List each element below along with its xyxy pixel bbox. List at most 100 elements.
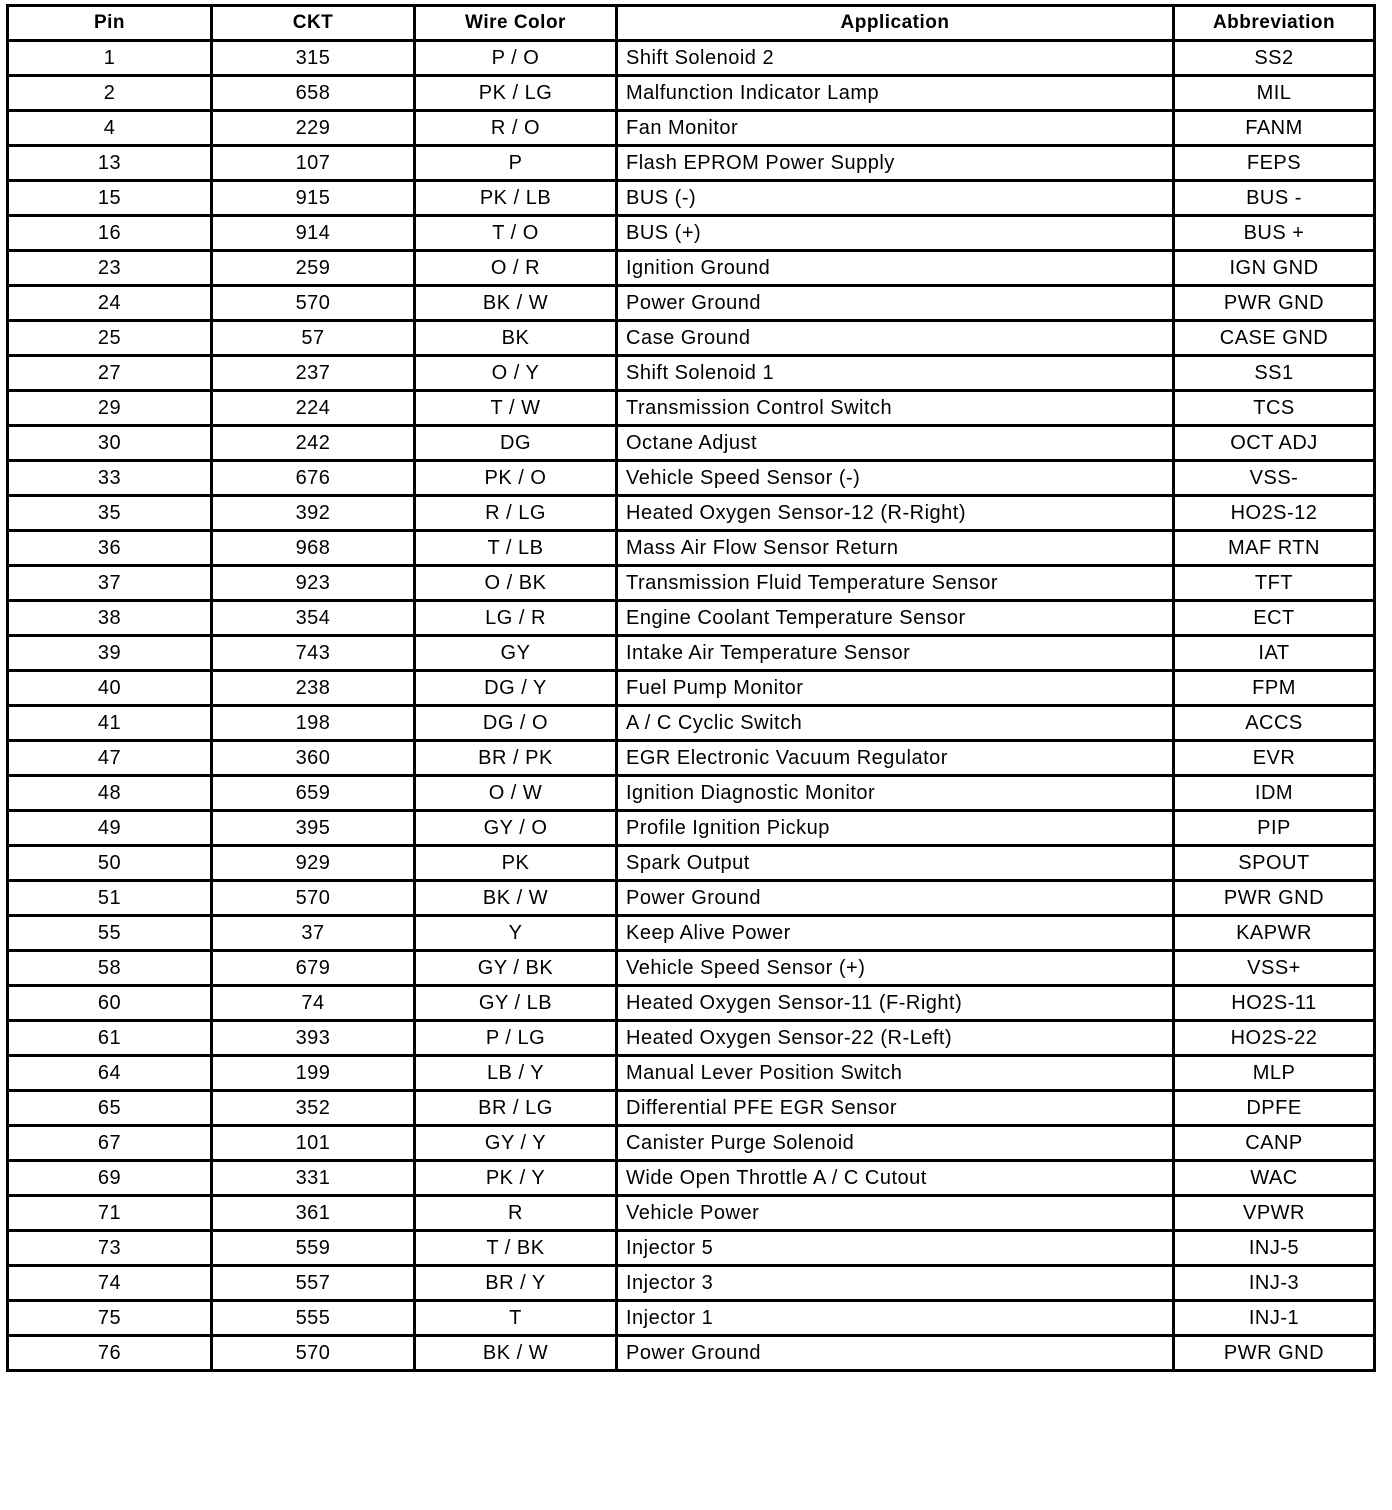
table-row: 24 570 BK / W Power Ground PWR GND — [6, 284, 1376, 322]
cell-application: Canister Purge Solenoid — [615, 1124, 1175, 1162]
cell-wire-color: P — [413, 144, 618, 182]
cell-abbreviation: INJ-5 — [1172, 1229, 1376, 1267]
cell-abbreviation: ACCS — [1172, 704, 1376, 742]
cell-abbreviation: FPM — [1172, 669, 1376, 707]
cell-wire-color: DG / O — [413, 704, 618, 742]
cell-pin: 29 — [6, 389, 213, 427]
cell-pin: 4 — [6, 109, 213, 147]
cell-wire-color: BR / Y — [413, 1264, 618, 1302]
cell-pin: 51 — [6, 879, 213, 917]
cell-pin: 47 — [6, 739, 213, 777]
table-row: 27 237 O / Y Shift Solenoid 1 SS1 — [6, 354, 1376, 392]
cell-wire-color: T / O — [413, 214, 618, 252]
cell-abbreviation: BUS - — [1172, 179, 1376, 217]
cell-wire-color: GY — [413, 634, 618, 672]
cell-wire-color: PK / LG — [413, 74, 618, 112]
cell-wire-color: BR / PK — [413, 739, 618, 777]
cell-pin: 69 — [6, 1159, 213, 1197]
cell-abbreviation: IDM — [1172, 774, 1376, 812]
cell-pin: 13 — [6, 144, 213, 182]
table-row: 2 658 PK / LG Malfunction Indicator Lamp MIL — [6, 74, 1376, 112]
cell-ckt: 395 — [210, 809, 416, 847]
cell-abbreviation: HO2S-12 — [1172, 494, 1376, 532]
cell-abbreviation: KAPWR — [1172, 914, 1376, 952]
table-row: 50 929 PK Spark Output SPOUT — [6, 844, 1376, 882]
cell-wire-color: GY / O — [413, 809, 618, 847]
cell-abbreviation: PWR GND — [1172, 1334, 1376, 1372]
cell-application: Injector 3 — [615, 1264, 1175, 1302]
cell-application: Spark Output — [615, 844, 1175, 882]
cell-application: Manual Lever Position Switch — [615, 1054, 1175, 1092]
cell-wire-color: PK — [413, 844, 618, 882]
cell-wire-color: T / W — [413, 389, 618, 427]
cell-application: Heated Oxygen Sensor-22 (R-Left) — [615, 1019, 1175, 1057]
cell-ckt: 679 — [210, 949, 416, 987]
cell-wire-color: BK / W — [413, 879, 618, 917]
cell-wire-color: O / R — [413, 249, 618, 287]
cell-pin: 16 — [6, 214, 213, 252]
cell-abbreviation: SS2 — [1172, 39, 1376, 77]
cell-wire-color: P / O — [413, 39, 618, 77]
cell-pin: 65 — [6, 1089, 213, 1127]
cell-pin: 2 — [6, 74, 213, 112]
table-row: 76 570 BK / W Power Ground PWR GND — [6, 1334, 1376, 1372]
table-row: 1 315 P / O Shift Solenoid 2 SS2 — [6, 39, 1376, 77]
table-row: 13 107 P Flash EPROM Power Supply FEPS — [6, 144, 1376, 182]
cell-abbreviation: HO2S-22 — [1172, 1019, 1376, 1057]
cell-pin: 1 — [6, 39, 213, 77]
table-row: 47 360 BR / PK EGR Electronic Vacuum Regula… — [6, 739, 1376, 777]
cell-pin: 37 — [6, 564, 213, 602]
table-row: 25 57 BK Case Ground CASE GND — [6, 319, 1376, 357]
cell-application: Injector 5 — [615, 1229, 1175, 1267]
cell-wire-color: T — [413, 1299, 618, 1337]
cell-application: Fuel Pump Monitor — [615, 669, 1175, 707]
table-row: 51 570 BK / W Power Ground PWR GND — [6, 879, 1376, 917]
table-row: 35 392 R / LG Heated Oxygen Sensor-12 (R-Ri… — [6, 494, 1376, 532]
cell-ckt: 57 — [210, 319, 416, 357]
cell-ckt: 198 — [210, 704, 416, 742]
cell-wire-color: PK / Y — [413, 1159, 618, 1197]
cell-application: Mass Air Flow Sensor Return — [615, 529, 1175, 567]
cell-application: Intake Air Temperature Sensor — [615, 634, 1175, 672]
cell-pin: 48 — [6, 774, 213, 812]
cell-application: BUS (+) — [615, 214, 1175, 252]
cell-abbreviation: SS1 — [1172, 354, 1376, 392]
cell-abbreviation: TCS — [1172, 389, 1376, 427]
cell-abbreviation: IGN GND — [1172, 249, 1376, 287]
cell-ckt: 352 — [210, 1089, 416, 1127]
cell-application: Shift Solenoid 1 — [615, 354, 1175, 392]
cell-application: Shift Solenoid 2 — [615, 39, 1175, 77]
cell-wire-color: GY / BK — [413, 949, 618, 987]
cell-wire-color: BK / W — [413, 284, 618, 322]
table-row: 61 393 P / LG Heated Oxygen Sensor-22 (R-Le… — [6, 1019, 1376, 1057]
cell-abbreviation: SPOUT — [1172, 844, 1376, 882]
cell-application: Power Ground — [615, 879, 1175, 917]
cell-wire-color: O / W — [413, 774, 618, 812]
cell-abbreviation: PIP — [1172, 809, 1376, 847]
cell-pin: 25 — [6, 319, 213, 357]
cell-ckt: 224 — [210, 389, 416, 427]
column-header-ckt: CKT — [210, 4, 416, 42]
cell-pin: 64 — [6, 1054, 213, 1092]
cell-abbreviation: TFT — [1172, 564, 1376, 602]
cell-application: Vehicle Power — [615, 1194, 1175, 1232]
cell-wire-color: P / LG — [413, 1019, 618, 1057]
cell-pin: 15 — [6, 179, 213, 217]
table-row: 55 37 Y Keep Alive Power KAPWR — [6, 914, 1376, 952]
cell-application: Heated Oxygen Sensor-12 (R-Right) — [615, 494, 1175, 532]
cell-ckt: 393 — [210, 1019, 416, 1057]
cell-ckt: 557 — [210, 1264, 416, 1302]
cell-wire-color: T / LB — [413, 529, 618, 567]
cell-abbreviation: VPWR — [1172, 1194, 1376, 1232]
table-row: 58 679 GY / BK Vehicle Speed Sensor (+) VSS+ — [6, 949, 1376, 987]
cell-pin: 71 — [6, 1194, 213, 1232]
cell-wire-color: LB / Y — [413, 1054, 618, 1092]
cell-pin: 36 — [6, 529, 213, 567]
cell-abbreviation: INJ-1 — [1172, 1299, 1376, 1337]
cell-ckt: 658 — [210, 74, 416, 112]
cell-application: Transmission Fluid Temperature Sensor — [615, 564, 1175, 602]
cell-application: Octane Adjust — [615, 424, 1175, 462]
cell-abbreviation: FANM — [1172, 109, 1376, 147]
cell-wire-color: BK — [413, 319, 618, 357]
cell-ckt: 659 — [210, 774, 416, 812]
